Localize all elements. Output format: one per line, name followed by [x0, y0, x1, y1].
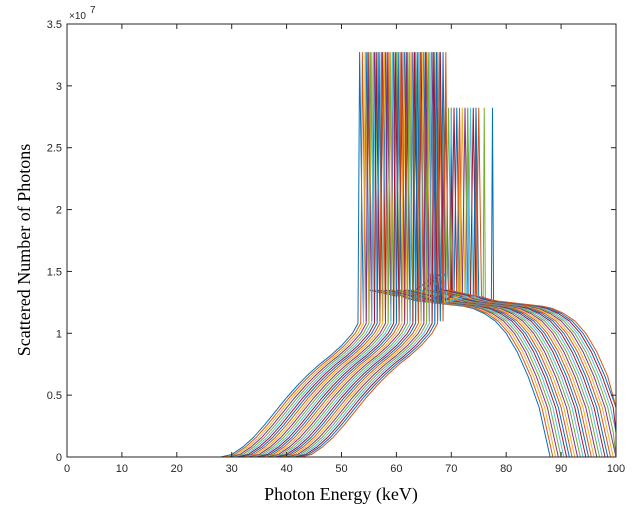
series-line — [67, 51, 617, 458]
x-tick-label: 10 — [116, 463, 128, 475]
series-line — [67, 51, 617, 458]
series-line — [67, 51, 616, 458]
y-tick-label: 0.5 — [47, 390, 62, 402]
x-tick-label: 0 — [64, 463, 70, 475]
x-axis-label: Photon Energy (keV) — [264, 484, 418, 505]
y-tick-label: 0 — [56, 452, 62, 464]
y-tick-label: 3.5 — [47, 19, 62, 31]
series-line — [67, 51, 616, 458]
y-tick-label: 1.5 — [47, 266, 62, 278]
y-tick-label: 1 — [56, 328, 62, 340]
x-axis: 0 10 20 30 40 50 60 70 80 90 100 — [64, 24, 625, 475]
x-tick-label: 40 — [280, 463, 292, 475]
x-tick-label: 80 — [500, 463, 512, 475]
y-axis-label: Scattered Number of Photons — [14, 144, 34, 356]
x-tick-label: 20 — [171, 463, 183, 475]
series-layer — [67, 51, 617, 458]
series-line — [67, 51, 616, 458]
x-tick-label: 60 — [390, 463, 402, 475]
x-tick-label: 90 — [555, 463, 567, 475]
x-tick-label: 30 — [226, 463, 238, 475]
x-tick-label: 70 — [445, 463, 457, 475]
series-line — [67, 51, 616, 458]
y-exponent-value: 7 — [90, 5, 96, 16]
y-tick-label: 2.5 — [47, 143, 62, 155]
series-line — [67, 51, 617, 458]
y-axis: 0 0.5 1 1.5 2 2.5 3 3.5 — [47, 19, 616, 464]
y-tick-label: 2 — [56, 205, 62, 217]
y-tick-label: 3 — [56, 81, 62, 93]
y-exponent-label: ×10 — [69, 11, 86, 22]
x-tick-label: 100 — [607, 463, 625, 475]
x-tick-label: 50 — [335, 463, 347, 475]
